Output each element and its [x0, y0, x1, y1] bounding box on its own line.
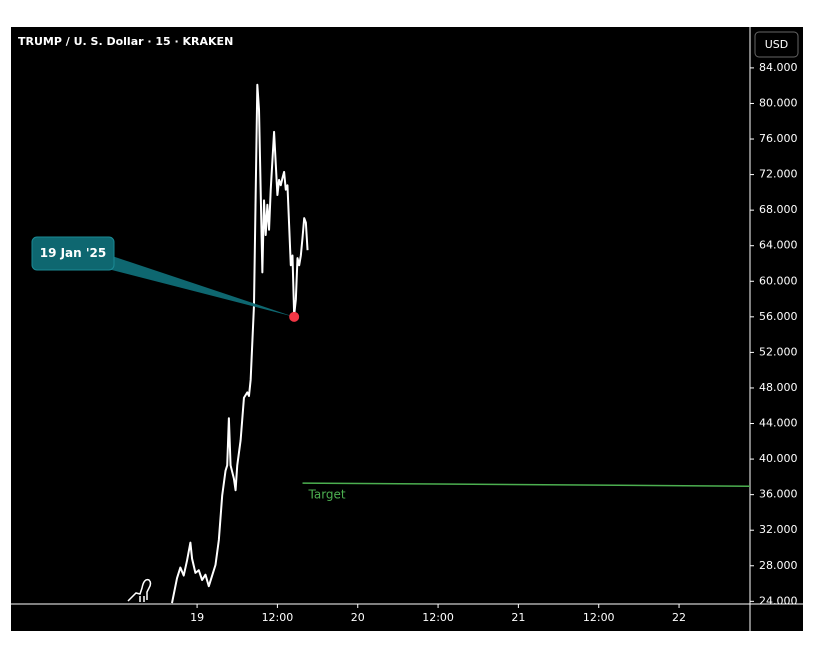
y-tick-label: 60.000	[759, 274, 798, 287]
y-tick-label: 80.000	[759, 96, 798, 109]
y-tick-label: 32.000	[759, 523, 798, 536]
y-tick-label: 64.000	[759, 239, 798, 252]
y-tick-label: 44.000	[759, 417, 798, 430]
x-tick-label: 22	[672, 611, 686, 624]
y-tick-label: 52.000	[759, 345, 798, 358]
y-tick-label: 24.000	[759, 594, 798, 607]
currency-label[interactable]: USD	[765, 38, 789, 51]
chart-background	[11, 27, 803, 631]
callout-box	[31, 236, 115, 271]
y-tick-label: 56.000	[759, 310, 798, 323]
x-tick-label: 12:00	[262, 611, 294, 624]
target-line	[302, 482, 750, 487]
marker-dot	[289, 311, 300, 322]
logo	[127, 578, 152, 602]
y-tick-label: 40.000	[759, 452, 798, 465]
x-tick-label: 21	[511, 611, 525, 624]
y-tick-label: 76.000	[759, 132, 798, 145]
x-tick-label: 20	[351, 611, 365, 624]
y-tick-label: 84.000	[759, 61, 798, 74]
currency-button[interactable]	[754, 31, 799, 58]
y-tick-label: 48.000	[759, 381, 798, 394]
target-label: Target	[308, 488, 346, 502]
y-tick-label: 36.000	[759, 488, 798, 501]
y-tick-label: 72.000	[759, 168, 798, 181]
callout-tail	[100, 256, 295, 317]
x-tick-label: 12:00	[583, 611, 615, 624]
callout-label: 19 Jan '25	[40, 246, 107, 260]
chart-title: TRUMP / U. S. Dollar · 15 · KRAKEN	[18, 35, 233, 48]
x-tick-label: 12:00	[422, 611, 454, 624]
y-tick-label: 68.000	[759, 203, 798, 216]
x-tick-label: 19	[190, 611, 204, 624]
y-tick-label: 28.000	[759, 559, 798, 572]
